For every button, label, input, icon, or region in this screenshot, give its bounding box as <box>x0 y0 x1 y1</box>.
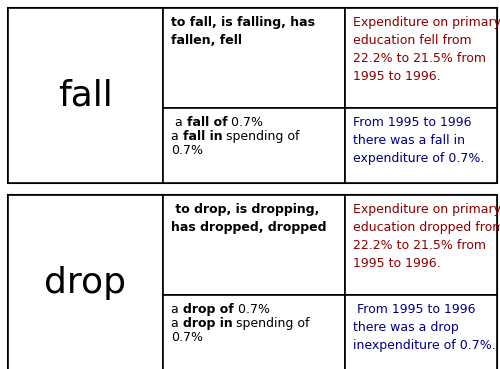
Text: 0.7%: 0.7% <box>171 331 203 344</box>
Text: drop in: drop in <box>183 317 232 330</box>
Text: a: a <box>171 130 183 143</box>
Text: 0.7%: 0.7% <box>228 116 264 129</box>
Text: fall of: fall of <box>187 116 228 129</box>
Text: a: a <box>171 303 183 316</box>
Text: From 1995 to 1996
there was a fall in
expenditure of 0.7%.: From 1995 to 1996 there was a fall in ex… <box>353 116 484 165</box>
Bar <box>8 8 163 183</box>
Text: a: a <box>171 317 183 330</box>
Bar <box>345 8 497 108</box>
Bar <box>8 195 163 369</box>
Bar <box>8 8 497 183</box>
Text: drop: drop <box>44 266 126 300</box>
Bar <box>345 108 497 183</box>
Bar <box>163 195 345 295</box>
Text: 0.7%: 0.7% <box>234 303 270 316</box>
Text: Expenditure on primary
education dropped from
22.2% to 21.5% from
1995 to 1996.: Expenditure on primary education dropped… <box>353 203 500 270</box>
Text: fall: fall <box>58 79 113 113</box>
Text: spending of: spending of <box>232 317 310 330</box>
Text: From 1995 to 1996
there was a drop
inexpenditure of 0.7%.: From 1995 to 1996 there was a drop inexp… <box>353 303 496 352</box>
Bar <box>8 195 497 369</box>
Text: spending of: spending of <box>222 130 300 143</box>
Text: Expenditure on primary
education fell from
22.2% to 21.5% from
1995 to 1996.: Expenditure on primary education fell fr… <box>353 16 500 83</box>
Bar <box>163 8 345 108</box>
Text: to drop, is dropping,
has dropped, dropped: to drop, is dropping, has dropped, dropp… <box>171 203 326 234</box>
Text: drop of: drop of <box>183 303 234 316</box>
Bar <box>163 295 345 369</box>
Text: a: a <box>171 116 187 129</box>
Bar <box>345 295 497 369</box>
Text: fall in: fall in <box>183 130 222 143</box>
Bar <box>345 195 497 295</box>
Text: 0.7%: 0.7% <box>171 144 203 157</box>
Text: to fall, is falling, has
fallen, fell: to fall, is falling, has fallen, fell <box>171 16 315 47</box>
Bar <box>163 108 345 183</box>
